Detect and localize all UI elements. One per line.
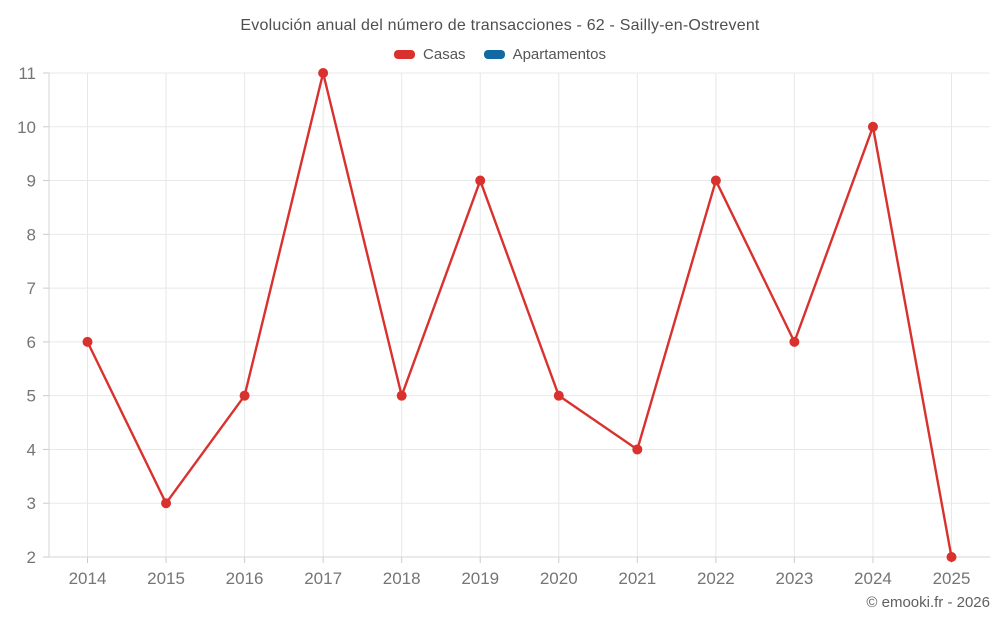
x-axis-label: 2024	[854, 569, 892, 588]
y-axis-label: 7	[27, 279, 36, 298]
y-axis-label: 8	[27, 225, 36, 244]
legend-item-apartamentos[interactable]: Apartamentos	[483, 46, 606, 63]
legend: Casas Apartamentos	[0, 46, 1000, 63]
data-point[interactable]	[710, 175, 721, 186]
data-point[interactable]	[789, 336, 800, 347]
y-axis-label: 11	[18, 64, 36, 83]
legend-label-apartamentos: Apartamentos	[512, 46, 606, 63]
y-axis-label: 9	[27, 172, 36, 191]
series-line-casas	[86, 71, 953, 559]
legend-marker-casas-icon	[394, 50, 416, 59]
data-point[interactable]	[318, 68, 329, 78]
data-point[interactable]	[867, 121, 878, 132]
legend-marker-apartamentos-icon	[483, 50, 505, 59]
data-point[interactable]	[553, 390, 564, 401]
legend-item-casas[interactable]: Casas	[394, 46, 466, 63]
x-axis-label: 2023	[775, 569, 813, 588]
x-axis-label: 2018	[383, 569, 421, 588]
x-axis-label: 2014	[69, 569, 107, 588]
x-axis-label: 2025	[933, 569, 971, 588]
data-point[interactable]	[946, 552, 957, 562]
x-axis-label: 2015	[147, 569, 185, 588]
y-axis-label: 2	[27, 548, 36, 567]
legend-label-casas: Casas	[423, 46, 466, 63]
data-point[interactable]	[82, 336, 93, 347]
y-axis-label: 5	[27, 387, 36, 406]
y-axis-label: 4	[27, 440, 36, 459]
data-point[interactable]	[161, 498, 172, 509]
chart-title: Evolución anual del número de transaccio…	[240, 17, 760, 34]
data-point[interactable]	[475, 175, 486, 186]
data-point[interactable]	[396, 390, 407, 401]
y-axis-label: 6	[27, 333, 36, 352]
x-axis-label: 2021	[618, 569, 656, 588]
x-axis-label: 2016	[226, 569, 264, 588]
x-axis-label: 2020	[540, 569, 578, 588]
data-point[interactable]	[239, 390, 250, 401]
x-axis-label: 2017	[304, 569, 342, 588]
watermark: © emooki.fr - 2026	[866, 594, 990, 611]
y-axis-label: 3	[27, 494, 36, 513]
y-axis-label: 10	[17, 118, 36, 137]
x-axis-label: 2019	[461, 569, 499, 588]
data-point[interactable]	[632, 444, 643, 455]
x-axis-label: 2022	[697, 569, 735, 588]
